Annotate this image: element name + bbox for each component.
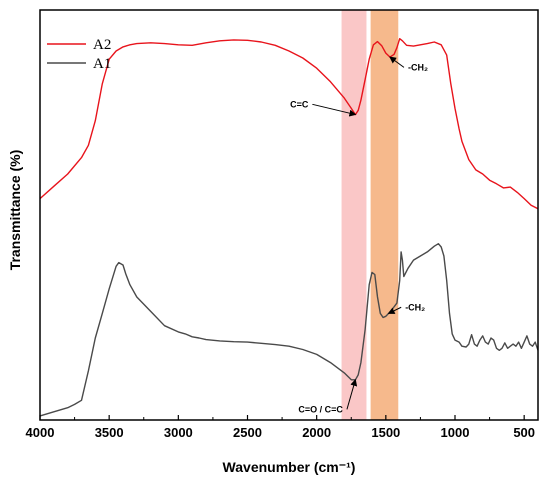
x-tick-label-500: 500 (513, 425, 535, 440)
highlight-band-2 (370, 10, 399, 420)
highlight-bands (341, 10, 399, 420)
x-tick-label-2000: 2000 (302, 425, 331, 440)
x-tick-label-3500: 3500 (95, 425, 124, 440)
annotation-label-4: C=O / C=C (298, 404, 343, 414)
series-line-a1 (39, 243, 539, 417)
x-tick-label-1500: 1500 (371, 425, 400, 440)
x-tick-label-3000: 3000 (164, 425, 193, 440)
x-tick-label-2500: 2500 (233, 425, 262, 440)
x-axis-ticks: 4000 3500 3000 2500 2000 1500 1000 500 (26, 415, 535, 440)
x-tick-label-4000: 4000 (26, 425, 55, 440)
x-axis-title: Wavenumber (cm⁻¹) (223, 459, 356, 475)
annotation-label-2: -CH₂ (408, 62, 428, 72)
x-tick-label-1000: 1000 (441, 425, 470, 440)
annotations: C=C -CH₂ -CH₂ C=O / C=C (290, 56, 428, 414)
annotation-arrow-2 (389, 56, 405, 68)
plot-frame (39, 9, 539, 421)
legend-label-a2: A2 (93, 37, 111, 53)
y-axis-title: Transmittance (%) (7, 150, 23, 271)
annotation-arrow-1 (312, 103, 357, 117)
legend: A2 A1 (47, 37, 111, 72)
legend-label-a1: A1 (93, 56, 111, 72)
annotation-arrow-3 (387, 306, 402, 314)
annotation-arrow-4 (346, 378, 358, 410)
series-line-a2 (39, 38, 539, 210)
highlight-band-1 (341, 10, 367, 420)
annotation-label-1: C=C (290, 99, 309, 109)
series-lines (39, 38, 539, 417)
annotation-label-3: -CH₂ (405, 302, 425, 312)
